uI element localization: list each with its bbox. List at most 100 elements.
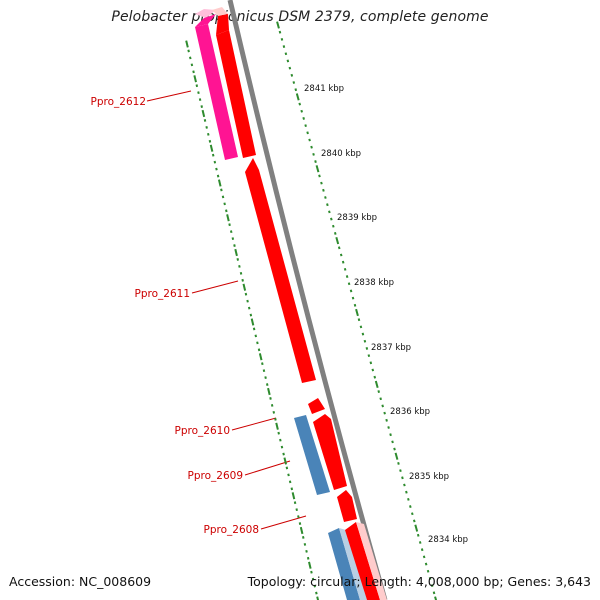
inner-minor-tick [287, 473, 290, 477]
summary-text: Topology: circular; Length: 4,008,000 bp… [247, 574, 591, 589]
feature-forward-cds[interactable] [216, 30, 256, 158]
inner-minor-tick [221, 195, 225, 199]
inner-minor-tick [315, 591, 318, 595]
leader-ppro-2608 [260, 515, 307, 530]
inner-minor-tick [241, 278, 244, 282]
scale-label-2837: 2837 kbp [371, 343, 411, 353]
feature-ppro-2609-reverse[interactable] [294, 415, 330, 495]
inner-minor-tick [215, 167, 218, 171]
gene-label-ppro-2609[interactable]: Ppro_2609 [188, 470, 243, 482]
outer-major-tick [355, 308, 359, 317]
feature-forward-light-bottom [356, 522, 387, 600]
inner-minor-tick [197, 91, 200, 95]
outer-minor-tick [383, 411, 386, 415]
inner-minor-tick [236, 258, 240, 261]
inner-minor-tick [313, 584, 316, 588]
leader-ppro-2612 [146, 90, 192, 102]
inner-minor-tick [295, 508, 298, 512]
outer-minor-tick [412, 519, 416, 523]
outer-minor-tick [292, 81, 296, 84]
scale-label-2840: 2840 kbp [321, 149, 361, 159]
scale-label-2838: 2838 kbp [354, 278, 394, 288]
inner-major-tick [316, 596, 320, 600]
outer-minor-tick [363, 339, 367, 343]
outer-minor-tick [302, 117, 305, 120]
outer-major-tick [315, 165, 320, 173]
outer-minor-tick [320, 181, 323, 185]
inner-major-tick [291, 492, 296, 500]
inner-minor-tick [249, 313, 253, 317]
outer-minor-tick [294, 88, 298, 92]
inner-minor-tick [264, 376, 267, 379]
inner-minor-tick [231, 237, 235, 240]
inner-minor-tick [190, 63, 194, 67]
inner-major-tick [299, 526, 304, 535]
outer-major-tick [434, 596, 438, 600]
outer-minor-tick [349, 289, 353, 293]
inner-major-tick [209, 144, 214, 152]
outer-minor-tick [300, 109, 303, 113]
outer-major-tick [414, 524, 419, 532]
inner-minor-tick [311, 577, 315, 581]
outer-minor-tick [409, 505, 412, 508]
inner-minor-tick [203, 119, 207, 122]
feature-ppro-2608[interactable] [337, 490, 357, 522]
inner-major-tick [234, 248, 238, 257]
outer-major-tick [394, 452, 399, 460]
inner-minor-tick [305, 549, 308, 553]
feature-forward-cds-bottom[interactable] [345, 522, 380, 600]
scale-label-2841: 2841 kbp [304, 84, 344, 94]
leader-ppro-2610 [231, 417, 277, 431]
gene-labels: Ppro_2612 Ppro_2611 Ppro_2610 Ppro_2609 … [91, 96, 259, 536]
outer-minor-tick [377, 390, 381, 393]
inner-minor-tick [262, 369, 266, 373]
inner-major-tick [267, 387, 271, 396]
inner-minor-tick [200, 105, 203, 108]
inner-scale-ticks [185, 40, 320, 600]
outer-minor-tick [339, 253, 343, 257]
inner-minor-tick [280, 445, 284, 449]
feature-ppro-2611[interactable] [245, 158, 316, 383]
gene-label-ppro-2612[interactable]: Ppro_2612 [91, 96, 146, 108]
inner-major-tick [217, 179, 222, 187]
outer-minor-tick [351, 296, 355, 300]
scale-label-2835: 2835 kbp [409, 472, 449, 482]
inner-minor-tick [220, 188, 223, 192]
inner-minor-tick [270, 404, 274, 407]
outer-minor-tick [345, 275, 349, 278]
feature-ppro-2609-forward[interactable] [313, 414, 347, 490]
outer-minor-tick [371, 368, 375, 372]
gene-label-ppro-2608[interactable]: Ppro_2608 [204, 524, 259, 536]
outer-minor-tick [424, 562, 428, 566]
outer-minor-tick [310, 145, 313, 149]
inner-minor-tick [229, 230, 233, 234]
inner-minor-tick [244, 292, 248, 296]
outer-minor-tick [328, 210, 331, 214]
inner-minor-tick [189, 56, 192, 60]
outer-minor-tick [359, 325, 363, 329]
inner-minor-tick [274, 417, 277, 421]
feature-ppro-2610-arrow[interactable] [308, 398, 325, 414]
outer-major-tick [374, 380, 379, 389]
outer-minor-tick [347, 282, 351, 286]
feature-ppro-2612[interactable] [195, 24, 238, 160]
outer-minor-tick [318, 174, 321, 178]
outer-minor-tick [314, 160, 317, 163]
leader-ppro-2609 [244, 460, 291, 476]
gene-label-ppro-2611[interactable]: Ppro_2611 [135, 288, 190, 300]
inner-minor-tick [195, 84, 199, 88]
outer-minor-tick [341, 260, 345, 264]
inner-minor-tick [288, 480, 292, 484]
gene-label-ppro-2610[interactable]: Ppro_2610 [175, 425, 230, 437]
outer-minor-tick [306, 131, 309, 135]
inner-minor-tick [306, 556, 310, 560]
outer-major-tick [276, 21, 280, 29]
outer-minor-tick [326, 203, 329, 207]
feature-reverse-cds-bottom[interactable] [328, 528, 360, 600]
inner-major-tick [242, 283, 247, 291]
feature-forward-cds-cap [216, 14, 229, 35]
inner-minor-tick [265, 383, 269, 386]
inner-major-tick [185, 40, 189, 48]
inner-minor-tick [228, 223, 231, 227]
